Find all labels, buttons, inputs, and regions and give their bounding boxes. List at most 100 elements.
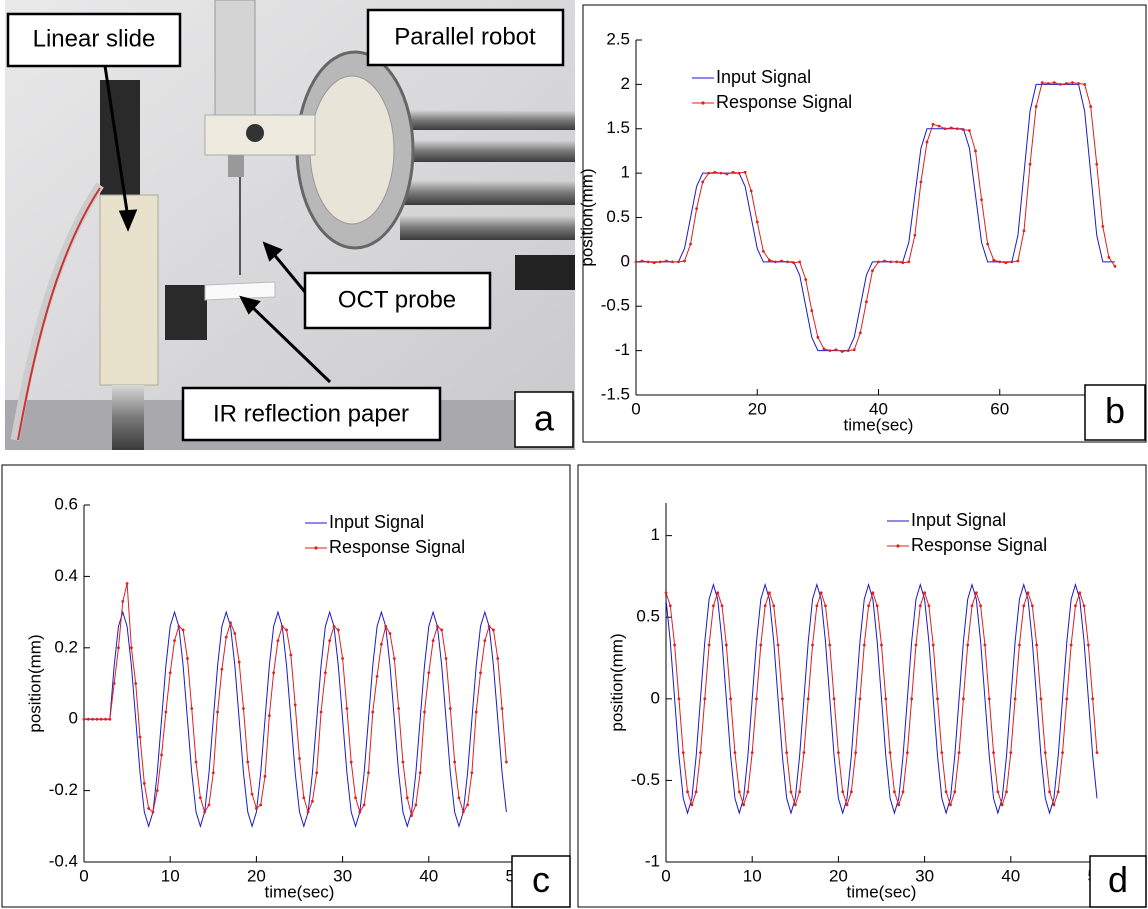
series-marker [198, 796, 202, 800]
series-marker [151, 810, 155, 814]
legend-label: Response Signal [911, 535, 1047, 555]
series-marker [746, 790, 750, 794]
series-marker [216, 710, 220, 714]
series-marker [970, 604, 974, 608]
series-marker [828, 349, 832, 353]
callouts [103, 65, 332, 384]
series-marker [974, 591, 978, 595]
series-marker [418, 771, 422, 775]
series-marker [1069, 643, 1073, 647]
series-marker [901, 790, 905, 794]
series-marker [336, 628, 340, 632]
series-marker [640, 259, 644, 263]
x-tick-label: 10 [743, 866, 762, 885]
series-marker [931, 643, 935, 647]
series-marker [867, 604, 870, 608]
series-marker [658, 260, 662, 264]
series-marker [677, 260, 680, 264]
y-tick-label: 0 [69, 709, 78, 728]
series-marker [1083, 82, 1087, 86]
series-marker [1013, 697, 1017, 701]
legend-box [687, 61, 901, 125]
series-marker [1095, 751, 1099, 755]
series-marker [949, 126, 953, 130]
panel-label: d [1108, 859, 1128, 900]
series-marker [177, 624, 181, 628]
series-marker [852, 348, 856, 352]
x-tick-label: 10 [161, 866, 180, 885]
series-marker [880, 643, 883, 647]
legend-box [882, 504, 1096, 568]
y-tick-label: 0.2 [54, 637, 78, 656]
series-marker [707, 643, 711, 647]
series-marker [901, 261, 905, 265]
series-line [665, 582, 1098, 815]
series-marker [125, 582, 129, 585]
series-marker [207, 803, 211, 807]
series-marker [427, 671, 431, 675]
series-marker [1039, 697, 1043, 701]
series-marker [1091, 697, 1095, 701]
series-marker [388, 632, 392, 635]
callout-box [303, 271, 492, 330]
series-marker [737, 790, 741, 794]
series-marker [500, 707, 504, 710]
series-marker [405, 796, 409, 800]
series-marker [138, 735, 142, 739]
series-marker [774, 260, 777, 264]
series-marker [155, 789, 159, 792]
series-marker [1043, 751, 1047, 755]
series-marker [224, 635, 228, 639]
series-marker [780, 259, 783, 263]
series-marker [846, 349, 850, 353]
series-marker [725, 172, 729, 176]
series-marker [367, 771, 370, 775]
series-marker [673, 643, 677, 647]
series-marker [822, 347, 826, 351]
series-marker [272, 671, 276, 675]
series-marker [160, 753, 163, 757]
series-marker [798, 790, 802, 794]
series-marker [168, 671, 172, 675]
series-marker [1074, 604, 1077, 608]
series-marker [913, 233, 917, 237]
series-marker [979, 604, 983, 608]
series-marker [871, 591, 875, 595]
y-tick-label: 0.4 [54, 566, 78, 585]
series-marker [914, 643, 918, 647]
x-tick-label: 40 [1001, 866, 1020, 885]
series-marker [1009, 751, 1013, 755]
series-marker [384, 624, 388, 628]
panel-label-box [514, 391, 574, 448]
series-marker [479, 671, 482, 675]
series-marker [720, 604, 724, 608]
charts: -1.5-1-0.500.511.522.5020406080time(sec)… [1, 4, 1147, 908]
series-marker [716, 591, 720, 595]
series-marker [810, 309, 814, 313]
series-marker [918, 604, 922, 608]
series-marker [828, 643, 832, 647]
series-marker [1078, 591, 1082, 595]
series-marker [786, 260, 789, 264]
series-marker [323, 671, 327, 675]
series-marker [858, 331, 862, 335]
series-marker [713, 170, 717, 174]
series-marker [1052, 81, 1056, 84]
series-marker [834, 348, 838, 352]
series-marker [871, 269, 874, 273]
series-marker [749, 189, 753, 193]
series-marker [707, 171, 711, 175]
series-marker [285, 628, 288, 632]
series-marker [181, 628, 185, 632]
legend-label: Input Signal [716, 67, 811, 87]
series-marker [237, 660, 241, 664]
y-tick-label: -1 [615, 340, 630, 359]
series-marker [203, 810, 207, 814]
series-marker [955, 127, 959, 131]
series-marker [895, 260, 899, 264]
series-marker [837, 751, 840, 755]
x-tick-label: 0 [631, 399, 640, 418]
series-marker [461, 810, 465, 814]
series-marker [961, 697, 965, 701]
series-line [84, 610, 507, 829]
